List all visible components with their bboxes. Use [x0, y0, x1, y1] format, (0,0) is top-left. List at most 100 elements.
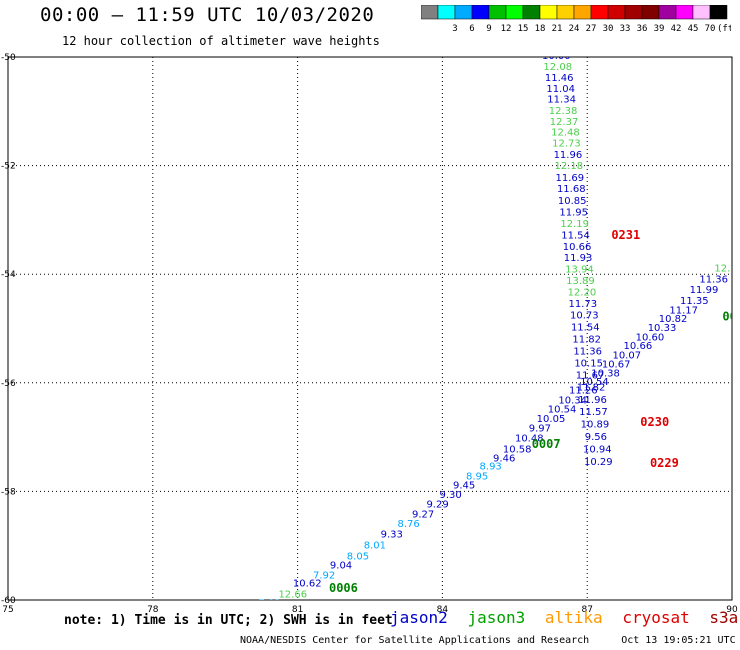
wave-height-point: 11.96 — [578, 395, 607, 406]
wave-height-point: 12.19 — [560, 219, 589, 230]
wave-height-point: 10.66 — [624, 341, 653, 352]
wave-height-point: 12.37 — [550, 117, 579, 128]
scale-tick-label: 36 — [637, 24, 648, 34]
x-tick-label: 78 — [147, 605, 159, 615]
x-tick-label: 87 — [581, 605, 592, 615]
wave-height-point: 10.82 — [659, 314, 688, 325]
scale-tick-label: 9 — [486, 24, 491, 34]
wave-height-point: 11.36 — [573, 347, 602, 358]
wave-height-point: 10.67 — [602, 360, 631, 371]
wave-height-point: 10.07 — [612, 350, 641, 361]
wave-height-point: 11.96 — [554, 150, 583, 161]
wave-height-point: 11.36 — [699, 274, 728, 285]
wave-height-point: 9.45 — [453, 481, 475, 492]
wave-height-point: 11.34 — [547, 95, 576, 106]
wave-height-point: 11.04 — [546, 84, 575, 95]
scale-tick-label: 18 — [535, 24, 546, 34]
wave-height-point: 13.94 — [565, 265, 594, 276]
wave-height-point: 9.30 — [439, 490, 461, 501]
pass-time-label: 0229 — [650, 456, 679, 470]
wave-height-point: 9.27 — [412, 509, 434, 520]
scale-tick-label: 21 — [552, 24, 563, 34]
wave-height-point: 10.54 — [548, 405, 577, 416]
wave-height-point: 9.29 — [426, 500, 448, 511]
wave-height-point: 12.48 — [551, 128, 580, 139]
chart-subtitle: 12 hour collection of altimeter wave hei… — [62, 34, 380, 48]
legend-cryosat: cryosat — [622, 608, 690, 627]
wave-height-point: 8.01 — [364, 540, 386, 551]
wave-height-point: 11.46 — [545, 73, 574, 84]
wave-height-point: 10.60 — [636, 332, 665, 343]
scale-tick-label: 30 — [603, 24, 614, 34]
wave-height-point: 8.93 — [480, 462, 502, 473]
wave-height-point: 10.54 — [580, 377, 609, 388]
legend-altika: altika — [544, 608, 603, 627]
wave-height-point: 10.94 — [583, 444, 612, 455]
legend-s3a: s3a — [709, 608, 739, 627]
wave-height-point: 11.35 — [680, 296, 709, 307]
wave-height-point: 11.54 — [571, 323, 600, 334]
scale-tick-label: 45 — [688, 24, 699, 34]
wave-height-point: 10.58 — [503, 444, 532, 455]
wave-height-point: 7.02 — [258, 599, 280, 610]
wave-height-point: 11.26 — [569, 386, 598, 397]
wave-height-point: 8.95 — [466, 471, 488, 482]
y-tick-label: -54 — [1, 270, 16, 280]
wave-height-point: 11.17 — [669, 305, 698, 316]
wave-height-point: 10.34 — [558, 395, 587, 406]
wave-height-point: 10.00 — [542, 51, 571, 62]
wave-height-point: 11.93 — [564, 253, 593, 264]
wave-height-point: 10.38 — [591, 368, 620, 379]
scale-tick-label: 42 — [671, 24, 682, 34]
scale-swatch — [709, 5, 728, 20]
wave-height-point: 12.20 — [568, 287, 597, 298]
wave-height-point: 12.18 — [555, 161, 584, 172]
wave-height-point: 9.33 — [381, 530, 403, 541]
y-tick-label: -60 — [1, 596, 16, 606]
wave-height-point: 12.38 — [549, 106, 578, 117]
wave-height-point: 11.68 — [557, 184, 586, 195]
pass-time-label: 0230 — [640, 415, 669, 429]
pass-time-label: 0008 — [722, 309, 740, 323]
footer-credit: NOAA/NESDIS Center for Satellite Applica… — [240, 635, 590, 646]
scale-tick-label: 24 — [569, 24, 580, 34]
wave-height-point: 10.89 — [581, 419, 610, 430]
x-tick-label: 81 — [292, 605, 303, 615]
x-tick-label: 90 — [726, 605, 738, 615]
wave-height-point: 8.76 — [397, 519, 419, 530]
scale-tick-label: 70 — [705, 24, 716, 34]
wave-height-point: 11.57 — [579, 407, 608, 418]
y-tick-label: -58 — [1, 487, 16, 497]
wave-height-point: 9.56 — [585, 432, 607, 443]
scale-unit-label: (ft) — [717, 24, 731, 34]
scale-tick-label: 27 — [586, 24, 597, 34]
pass-time-label: 0007 — [532, 437, 561, 451]
wave-height-point: 11.67 — [576, 370, 605, 381]
wave-height-point: 10.73 — [570, 311, 599, 322]
wave-height-point: 9.04 — [330, 561, 352, 572]
wave-height-point: 10.85 — [558, 196, 587, 207]
wave-height-point: 11.73 — [569, 299, 598, 310]
y-tick-label: -56 — [1, 379, 16, 389]
chart-title: 00:00 – 11:59 UTC 10/03/2020 — [40, 4, 375, 26]
x-tick-label: 75 — [2, 605, 13, 615]
wave-height-point: 8.05 — [347, 551, 369, 562]
units-note: note: 1) Time is in UTC; 2) SWH is in fe… — [64, 613, 393, 628]
pass-time-label: 0231 — [611, 228, 640, 242]
wave-height-point: 11.95 — [559, 208, 588, 219]
y-tick-label: -52 — [1, 162, 16, 172]
pass-time-label: 0006 — [329, 581, 358, 595]
wave-height-point: 4.06 — [178, 646, 200, 650]
plot-frame — [7, 56, 733, 601]
scale-tick-label: 33 — [620, 24, 631, 34]
scale-tick-label: 6 — [469, 24, 474, 34]
footer: NOAA/NESDIS Center for Satellite Applica… — [240, 635, 740, 646]
wave-height-point: 13.89 — [566, 276, 595, 287]
wave-height-point: 7.92 — [313, 570, 335, 581]
wave-height-point: 11.82 — [577, 382, 606, 393]
wave-height-point: 10.66 — [563, 242, 592, 253]
scale-tick-label: 12 — [501, 24, 512, 34]
legend-jason2: jason2 — [390, 608, 448, 627]
wave-height-point: 11.69 — [556, 173, 585, 184]
